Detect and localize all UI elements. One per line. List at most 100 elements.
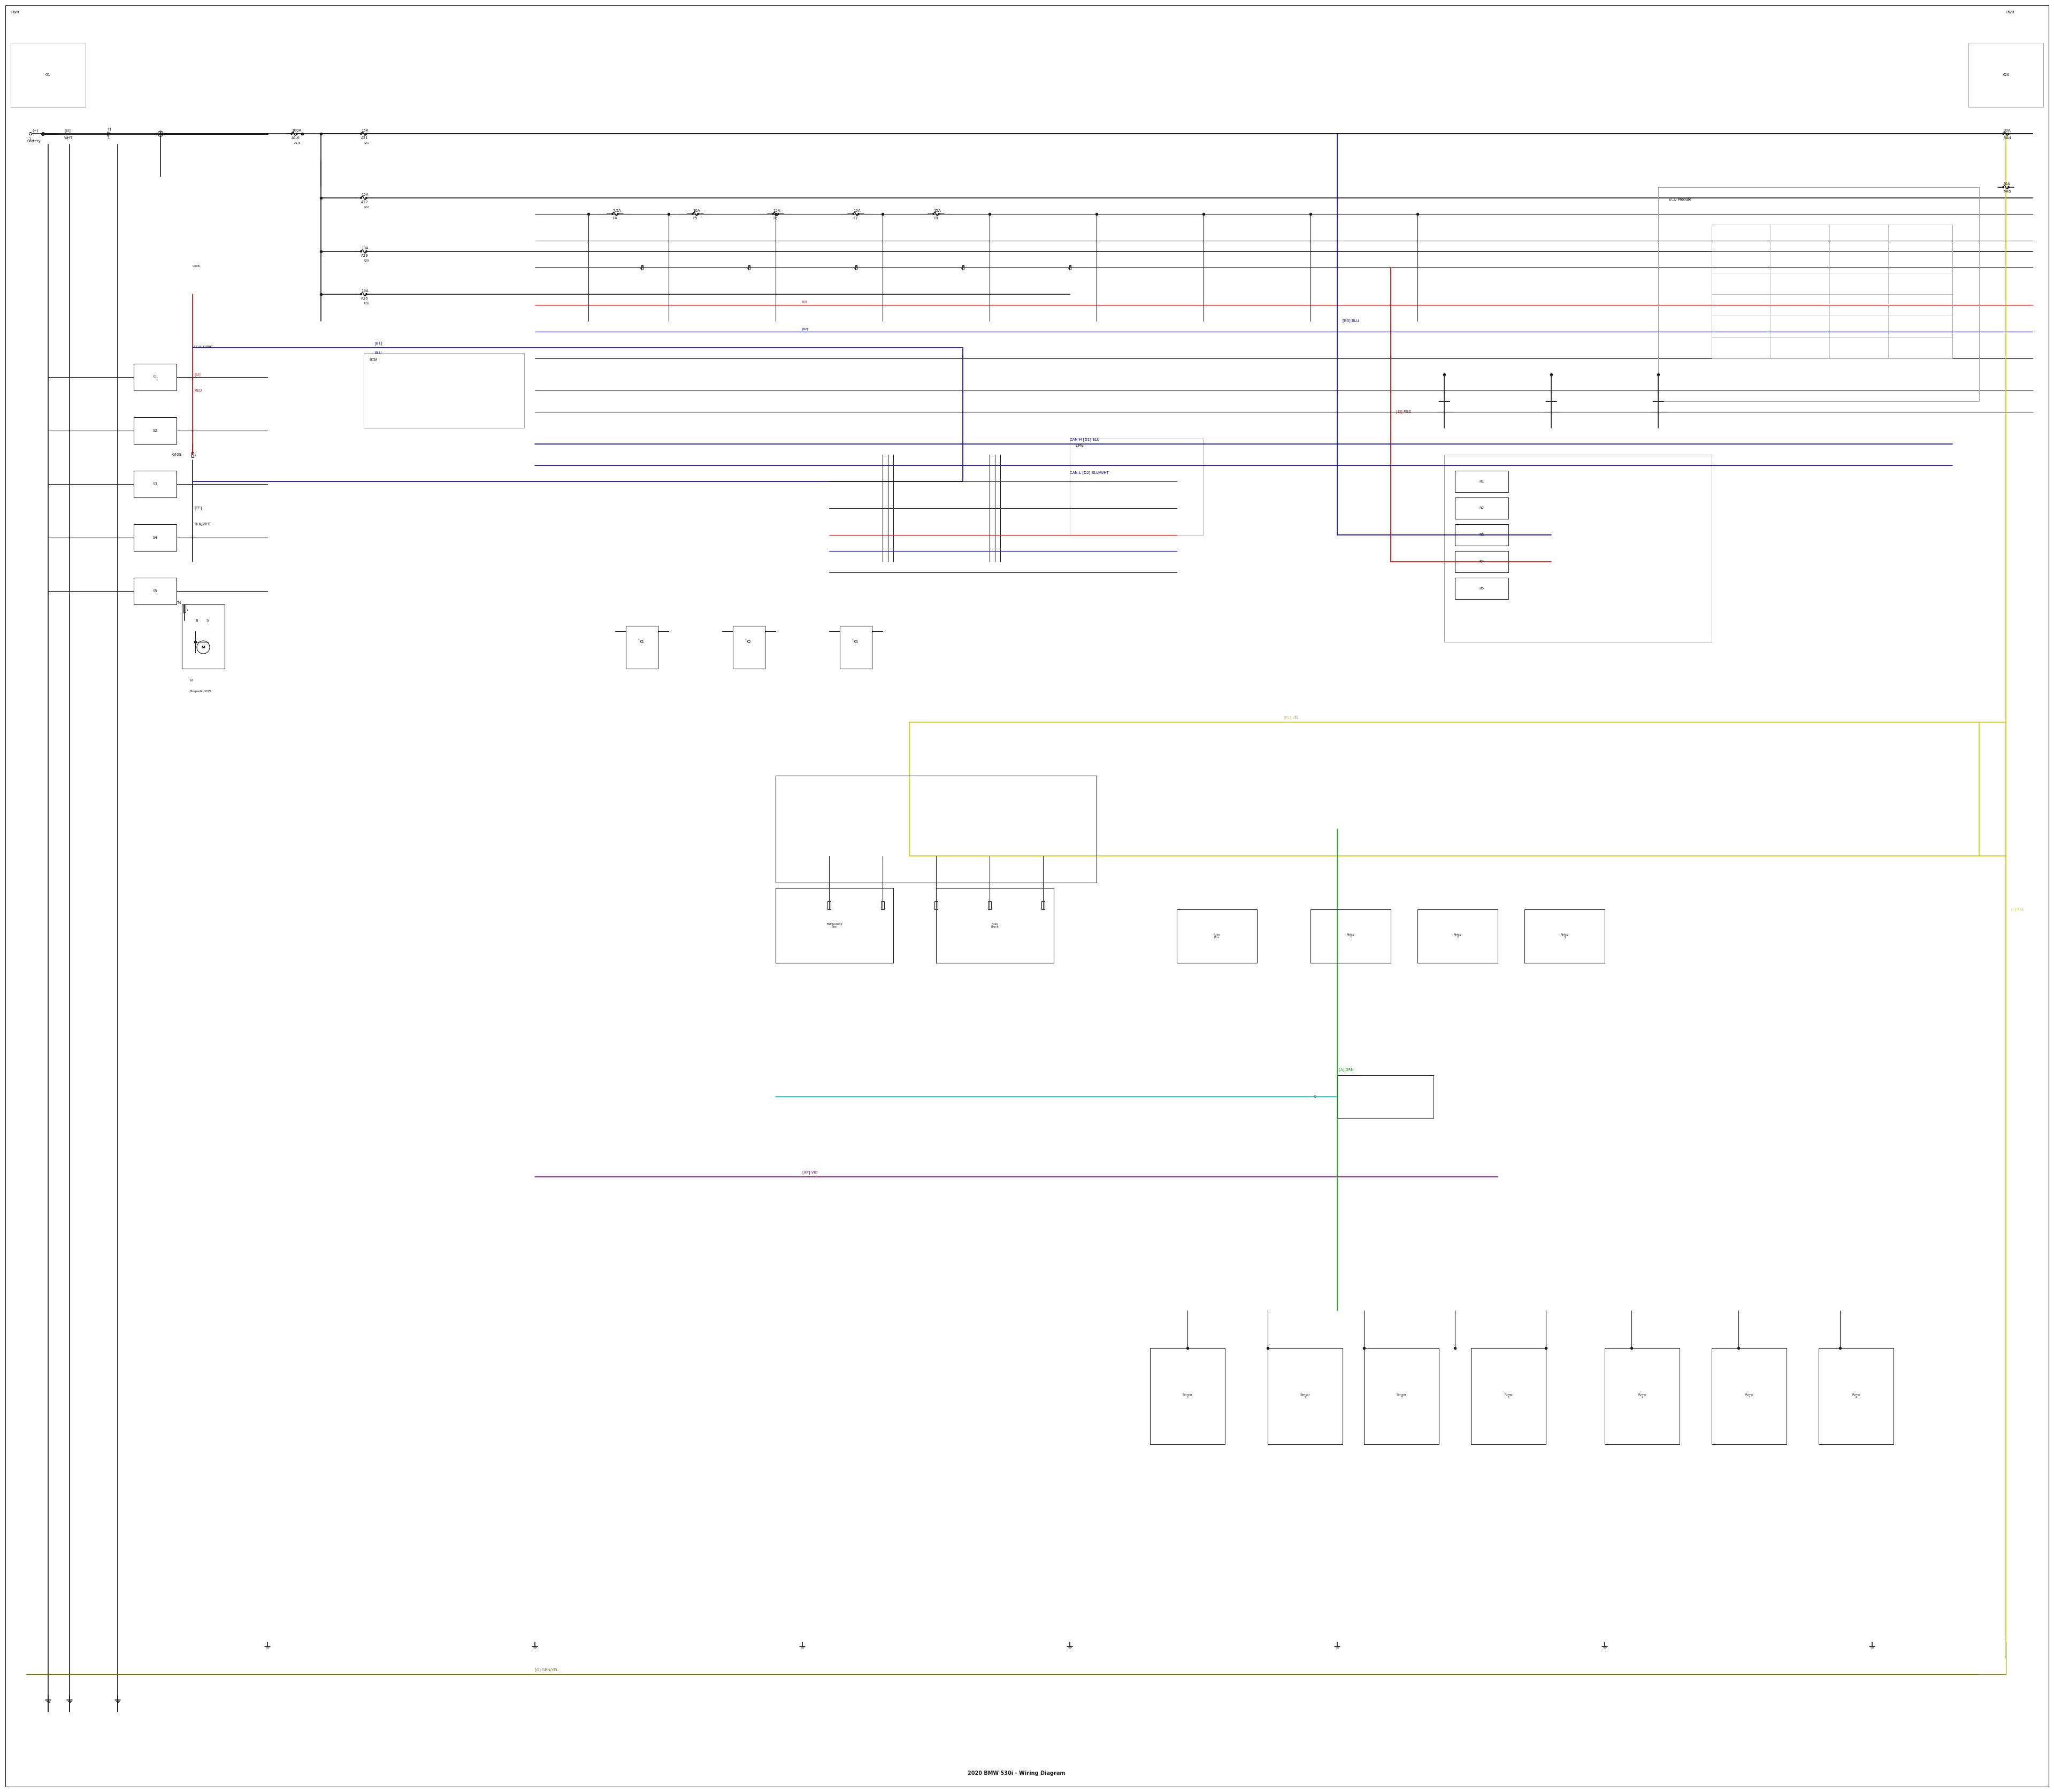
Bar [776, 889, 893, 962]
Text: 100A: 100A [292, 129, 302, 133]
Text: K2: K2 [746, 640, 752, 643]
Text: S: S [205, 618, 207, 622]
Bar [1524, 909, 1604, 962]
Text: R4: R4 [1479, 561, 1485, 563]
Text: A1.6: A1.6 [294, 142, 300, 145]
Text: [EJ]: [EJ] [195, 373, 201, 376]
Bar [1968, 43, 2044, 108]
Text: Magnetic 50W: Magnetic 50W [189, 690, 212, 694]
Text: M45: M45 [2003, 190, 2011, 194]
Text: CAN-L [D2] BLU/WHT: CAN-L [D2] BLU/WHT [1070, 471, 1109, 475]
Text: B: B [195, 618, 197, 622]
Text: F7: F7 [852, 217, 859, 220]
Text: A16: A16 [362, 297, 368, 299]
Bar [10, 43, 86, 108]
Text: PWR: PWR [2007, 11, 2015, 14]
Text: M: M [189, 679, 193, 683]
Bar [1417, 909, 1497, 962]
Bar [364, 353, 524, 428]
Text: S3: S3 [152, 482, 158, 486]
Text: Fuse
Block: Fuse Block [990, 923, 998, 928]
Bar [988, 901, 992, 909]
Text: 15A: 15A [772, 210, 781, 213]
Text: 20A: 20A [2003, 183, 2011, 186]
Text: Sensor
3: Sensor 3 [1397, 1392, 1407, 1400]
Bar [881, 901, 883, 909]
Text: F4: F4 [612, 217, 616, 220]
Text: 16A: 16A [362, 289, 368, 292]
Text: A21: A21 [362, 136, 368, 140]
Bar [183, 604, 185, 613]
Text: C408: C408 [173, 453, 183, 457]
Text: [B2]: [B2] [803, 328, 809, 330]
Text: G1: G1 [45, 73, 51, 77]
Text: S2: S2 [152, 428, 158, 432]
Text: 1: 1 [29, 138, 31, 142]
Bar [1041, 901, 1045, 909]
Text: WHT: WHT [64, 136, 74, 140]
Bar [1471, 1348, 1547, 1444]
Text: Sensor
2: Sensor 2 [1300, 1392, 1310, 1400]
Bar [1267, 1348, 1343, 1444]
Bar [828, 901, 830, 909]
Bar [733, 625, 764, 668]
Text: 10A: 10A [362, 247, 368, 249]
Bar [840, 625, 871, 668]
Text: [EE] BLK/WHT: [EE] BLK/WHT [193, 346, 214, 348]
Bar [134, 577, 177, 604]
Text: 15A: 15A [362, 129, 368, 133]
Text: Relay
1: Relay 1 [1347, 934, 1356, 939]
Bar [1444, 455, 1711, 642]
Bar [134, 364, 177, 391]
Text: [A] GRN: [A] GRN [1339, 1068, 1354, 1072]
Text: M: M [201, 645, 205, 649]
Text: A29: A29 [362, 254, 368, 258]
Bar [1711, 224, 1953, 358]
Text: 30A: 30A [2003, 129, 2011, 133]
Text: S4: S4 [152, 536, 158, 539]
Text: A16: A16 [364, 303, 370, 305]
Bar [1454, 525, 1508, 545]
Bar [776, 776, 1097, 883]
Text: 15A: 15A [933, 210, 941, 213]
Text: A22: A22 [364, 206, 370, 208]
Text: [G] GRN/YEL: [G] GRN/YEL [534, 1668, 559, 1672]
Text: T4: T4 [177, 602, 181, 604]
Text: Pump
2: Pump 2 [1637, 1392, 1647, 1400]
Bar [134, 418, 177, 444]
Text: [F2] YEL: [F2] YEL [1284, 715, 1298, 719]
Text: C: C [1313, 1095, 1317, 1098]
Bar [191, 452, 193, 457]
Text: Fuse
Box: Fuse Box [1214, 934, 1220, 939]
Text: A29: A29 [364, 260, 370, 262]
Text: 10A: 10A [692, 210, 700, 213]
Text: A1.6: A1.6 [292, 136, 300, 140]
Text: BLU: BLU [374, 351, 382, 355]
Bar [1454, 498, 1508, 520]
Text: Fuse/Relay
Box: Fuse/Relay Box [826, 923, 842, 928]
Text: (+): (+) [33, 129, 39, 133]
Text: R1: R1 [1479, 480, 1485, 484]
Text: RED: RED [195, 389, 201, 392]
Bar [134, 525, 177, 550]
Bar [134, 471, 177, 498]
Text: S1: S1 [152, 376, 158, 378]
Text: R3: R3 [1479, 534, 1485, 536]
Text: Relay
3: Relay 3 [1561, 934, 1569, 939]
Bar [1150, 1348, 1224, 1444]
Text: A21: A21 [364, 142, 370, 145]
Text: A22: A22 [362, 201, 368, 204]
Bar [1658, 186, 1980, 401]
Text: ECU Module: ECU Module [1668, 197, 1690, 201]
Bar [1604, 1348, 1680, 1444]
Text: [EI]: [EI] [64, 129, 70, 133]
Text: [F] YEL: [F] YEL [2011, 907, 2023, 910]
Text: K1: K1 [639, 640, 645, 643]
Text: Pump
1: Pump 1 [1504, 1392, 1512, 1400]
Text: Relay
2: Relay 2 [1454, 934, 1462, 939]
Text: F5: F5 [692, 217, 696, 220]
Text: [EJ]: [EJ] [803, 301, 807, 303]
Text: F8: F8 [933, 217, 939, 220]
Text: [EE]: [EE] [195, 507, 201, 511]
Text: 10A: 10A [852, 210, 861, 213]
